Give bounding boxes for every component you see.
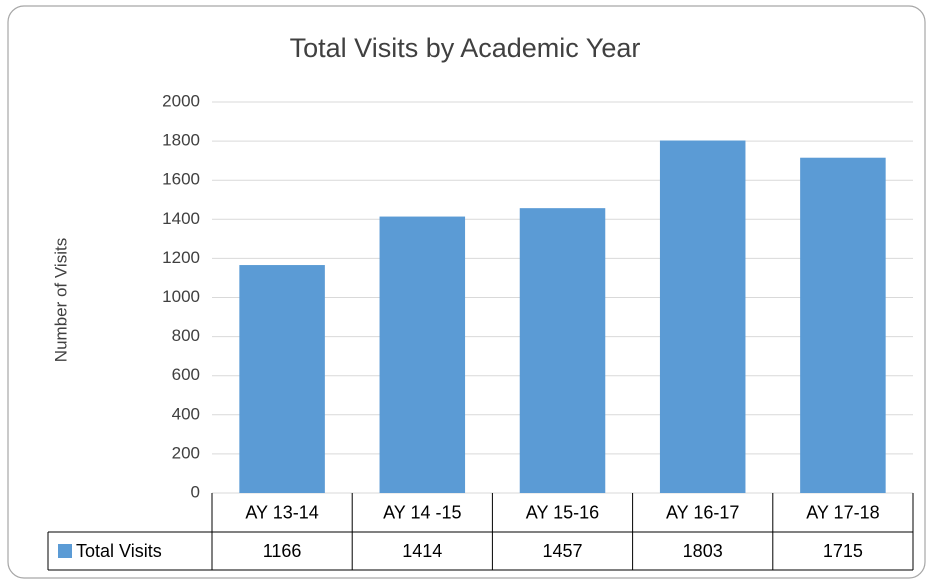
bar <box>239 265 325 493</box>
y-tick-label: 1400 <box>162 209 200 228</box>
bar <box>519 208 606 493</box>
y-tick-label: 1000 <box>162 287 200 306</box>
bar <box>800 157 886 493</box>
y-tick-label: 1800 <box>162 131 200 150</box>
y-axis-label: Number of Visits <box>51 238 70 362</box>
y-tick-label: 400 <box>172 404 200 423</box>
x-tick-label: AY 17-18 <box>806 502 879 522</box>
x-tick-label: AY 14 -15 <box>383 502 461 522</box>
table-value: 1457 <box>542 541 582 561</box>
x-tick-label: AY 16-17 <box>666 502 739 522</box>
legend-label: Total Visits <box>76 541 162 561</box>
table-value: 1414 <box>402 541 442 561</box>
y-tick-label: 2000 <box>162 91 200 110</box>
legend-swatch <box>58 544 72 558</box>
x-tick-label: AY 13-14 <box>245 502 318 522</box>
chart-border <box>7 5 926 579</box>
y-tick-label: 600 <box>172 365 200 384</box>
table-value: 1715 <box>823 541 863 561</box>
chart-title: Total Visits by Academic Year <box>290 33 641 63</box>
bar <box>659 140 746 494</box>
table-value: 1166 <box>263 541 302 561</box>
y-tick-label: 0 <box>191 482 200 501</box>
table-value: 1803 <box>683 541 723 561</box>
bar <box>379 216 466 494</box>
y-tick-label: 1200 <box>162 248 200 267</box>
x-tick-label: AY 15-16 <box>526 502 599 522</box>
y-tick-label: 1600 <box>162 170 200 189</box>
y-tick-label: 800 <box>172 326 200 345</box>
y-tick-label: 200 <box>172 443 200 462</box>
